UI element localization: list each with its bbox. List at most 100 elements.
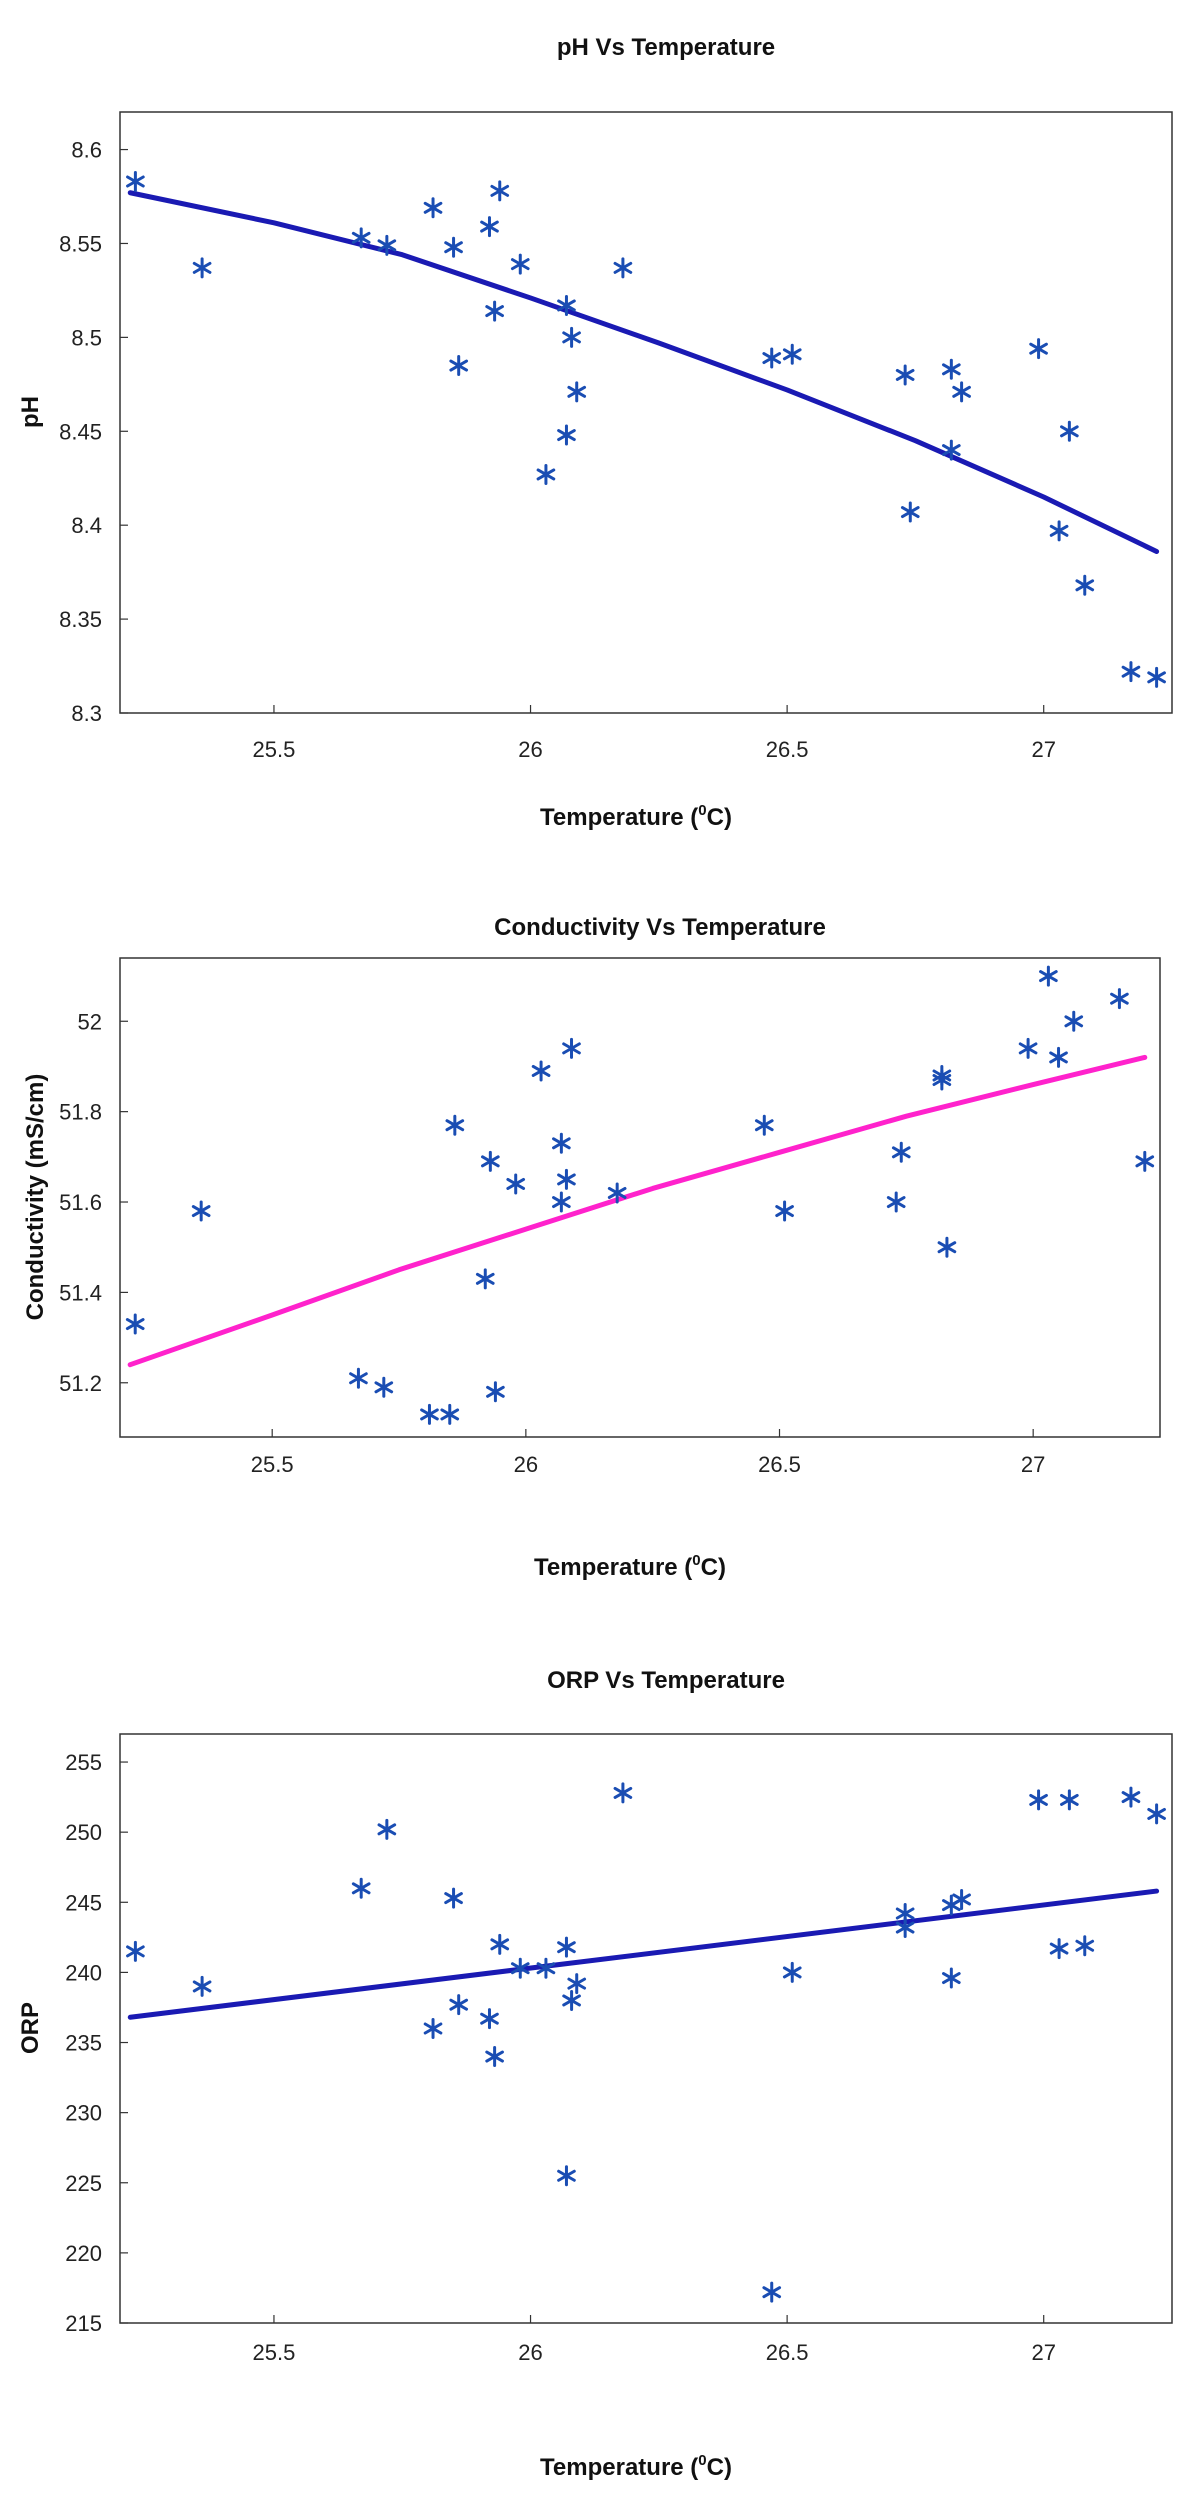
- ph-data-point: [351, 227, 371, 249]
- ph-data-point: [1121, 661, 1141, 683]
- orp-data-point: [423, 2018, 443, 2039]
- orp-data-point: [490, 1933, 510, 1955]
- ph-data-point: [567, 381, 587, 403]
- conductivity-data-point: [552, 1132, 571, 1154]
- orp-data-point: [444, 1887, 463, 1909]
- orp-data-point: [449, 1994, 469, 2016]
- conductivity-data-point: [475, 1268, 495, 1290]
- conductivity-data-point: [1018, 1037, 1038, 1059]
- conductivity-data-point: [932, 1069, 952, 1091]
- orp-x-tick-label: 27: [1031, 2340, 1055, 2365]
- conductivity-plot-area: [119, 957, 1161, 1438]
- orp-x-tick-label: 26: [518, 2340, 542, 2365]
- orp-y-tick-label: 250: [65, 1820, 102, 1845]
- conductivity-data-point: [191, 1200, 211, 1222]
- orp-data-point: [1075, 1935, 1095, 1957]
- conductivity-y-axis-label: Conductivity (mS/cm): [22, 1074, 49, 1321]
- orp-data-point: [510, 1957, 530, 1979]
- ph-y-tick-label: 8.35: [59, 607, 102, 632]
- orp-plot-area: [119, 1733, 1173, 2324]
- ph-x-tick-label: 27: [1031, 737, 1055, 762]
- conductivity-x-tick-label: 25.5: [251, 1452, 294, 1477]
- orp-data-point: [536, 1957, 556, 1979]
- ph-x-axis-label: Temperature (0C): [540, 802, 732, 831]
- ph-data-point: [1049, 520, 1069, 542]
- conductivity-x-tick-label: 27: [1021, 1452, 1045, 1477]
- ph-data-point: [562, 326, 581, 348]
- orp-data-point: [351, 1877, 371, 1899]
- ph-y-axis-label: pH: [17, 396, 44, 428]
- conductivity-x-axis-label: Temperature (0C): [534, 1552, 726, 1581]
- chart-ph-vs-temperature: pH Vs Temperature 25.5 26 26.5 27 8.3 8.35 8.4 8…: [17, 34, 1173, 831]
- orp-x-axis-label-text: Temperature (: [540, 2454, 698, 2481]
- ph-y-tick-label: 8.3: [71, 701, 102, 726]
- ph-data-point: [942, 358, 961, 380]
- ph-data-point: [762, 347, 782, 369]
- ph-data-point: [900, 501, 920, 523]
- conductivity-y-tick-label: 51.2: [59, 1371, 102, 1396]
- ph-data-point: [536, 463, 556, 485]
- ph-data-point: [126, 170, 145, 192]
- orp-data-point: [126, 1940, 145, 1962]
- ph-data-point: [490, 180, 510, 202]
- orp-fit-line: [127, 1888, 1160, 2020]
- conductivity-data-point: [1039, 965, 1058, 987]
- orp-data-point: [480, 2008, 499, 2030]
- ph-data-point: [1029, 338, 1048, 360]
- ph-data-point: [377, 234, 397, 256]
- ph-data-point: [423, 197, 443, 219]
- orp-data-point: [567, 1973, 587, 1995]
- orp-x-axis-label-sup: 0: [698, 2452, 706, 2469]
- ph-data-point: [510, 253, 530, 275]
- orp-x-axis-label-tail: C): [707, 2454, 732, 2481]
- ph-y-tick-label: 8.45: [59, 419, 102, 444]
- ph-x-axis-label-tail: C): [707, 804, 732, 831]
- conductivity-data-point: [440, 1403, 460, 1425]
- conductivity-data-point: [562, 1037, 581, 1059]
- ph-data-point: [449, 355, 469, 377]
- orp-data-point: [557, 1936, 576, 1958]
- orp-data-point: [895, 1917, 915, 1939]
- ph-y-tick-label: 8.5: [71, 325, 102, 350]
- ph-x-tick-label: 25.5: [253, 737, 296, 762]
- conductivity-data-point: [486, 1381, 505, 1403]
- ph-x-tick-label: 26.5: [766, 737, 809, 762]
- orp-data-point: [1060, 1789, 1079, 1811]
- orp-data-point: [377, 1818, 397, 1840]
- orp-y-tick-label: 225: [65, 2171, 102, 2196]
- ph-x-axis-label-text: Temperature (: [540, 804, 698, 831]
- orp-data-point: [942, 1967, 961, 1989]
- ph-data-point: [444, 236, 463, 258]
- ph-data-point: [782, 343, 802, 365]
- orp-data-point: [1029, 1789, 1048, 1811]
- ph-x-tick-label: 26: [518, 737, 542, 762]
- orp-y-tick-label: 240: [65, 1960, 102, 1985]
- orp-y-tick-label: 215: [65, 2311, 102, 2336]
- conductivity-data-point: [607, 1182, 627, 1204]
- ph-data-point: [1060, 420, 1079, 442]
- conductivity-data-point: [552, 1191, 571, 1213]
- orp-chart-title: ORP Vs Temperature: [547, 1667, 785, 1694]
- conductivity-data-point: [420, 1403, 439, 1425]
- orp-data-point: [485, 2046, 504, 2068]
- orp-y-tick-label: 245: [65, 1890, 102, 1915]
- conductivity-x-tick-label: 26: [514, 1452, 538, 1477]
- conductivity-data-point: [557, 1168, 576, 1190]
- conductivity-chart-title: Conductivity Vs Temperature: [494, 914, 826, 941]
- conductivity-y-tick-label: 52: [78, 1009, 102, 1034]
- chart-conductivity-vs-temperature: Conductivity Vs Temperature 25.5 26 26.5 27 5…: [22, 914, 1161, 1581]
- ph-data-point: [952, 381, 971, 403]
- orp-data-point: [192, 1975, 212, 1997]
- conductivity-data-point: [1135, 1150, 1155, 1172]
- orp-data-point: [1147, 1803, 1166, 1825]
- orp-data-point: [557, 2165, 576, 2187]
- orp-data-point: [1049, 1938, 1069, 1960]
- conductivity-y-tick-label: 51.6: [59, 1190, 102, 1215]
- ph-data-point: [485, 300, 504, 322]
- ph-data-point: [480, 216, 499, 238]
- conductivity-x-axis-label-sup: 0: [692, 1552, 700, 1569]
- ph-data-point: [192, 257, 212, 279]
- ph-data-point: [942, 439, 961, 461]
- orp-data-point: [952, 1888, 971, 1910]
